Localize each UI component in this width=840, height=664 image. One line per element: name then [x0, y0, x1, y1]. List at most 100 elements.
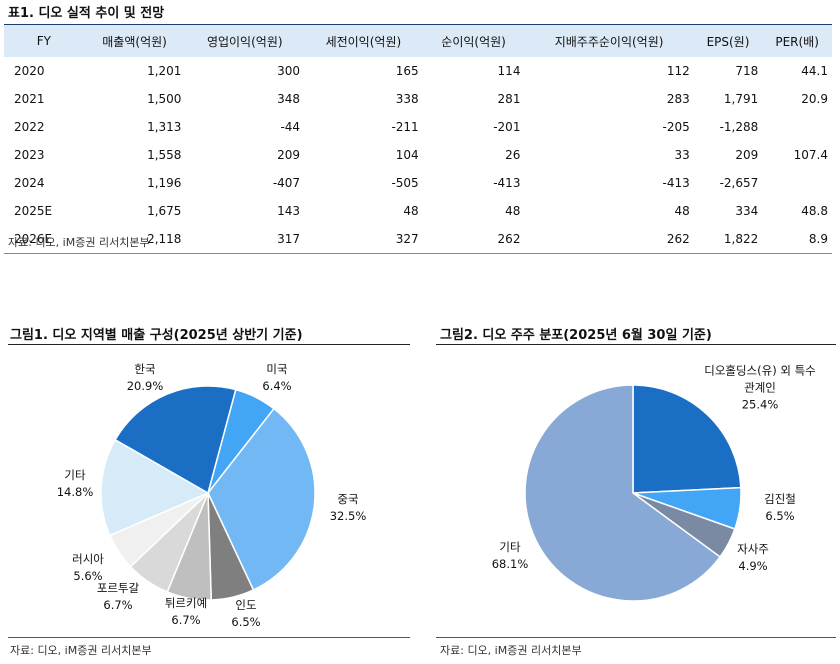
cell: -44: [280, 120, 301, 134]
cell: 44.1: [801, 64, 828, 78]
table: FY 매출액(억원) 영업이익(억원) 세전이익(억원) 순이익(억원) 지배주주순이익(…: [4, 24, 832, 254]
cell: 8.9: [762, 225, 832, 254]
value-label: 20.9%: [126, 379, 164, 393]
row: 2021 1,500 348 338 281 283 1,791 20.9: [4, 85, 832, 113]
header-cell: PER(배): [762, 24, 832, 57]
pie-slice: [524, 384, 722, 602]
category-label: 러시아: [72, 552, 104, 566]
slice-label: 기타 68.1%: [492, 539, 529, 573]
category-label: 디오홀딩스(유) 외 특수관계인: [704, 363, 816, 395]
cell: -205: [662, 120, 690, 134]
cell: 1,675: [147, 204, 182, 218]
value-label: 6.7%: [103, 598, 133, 612]
cell: -1,288: [719, 120, 759, 134]
cell: 1,822: [693, 225, 763, 254]
rule: [436, 637, 836, 638]
slice-label: 중국 32.5%: [330, 491, 367, 525]
cell: 1,196: [147, 176, 182, 190]
cell: 338: [395, 92, 419, 106]
cell: 2026E: [4, 225, 84, 254]
slice-label: 자사주 4.9%: [737, 541, 769, 575]
category-label: 포르투갈: [96, 581, 140, 595]
cell: 327: [304, 225, 423, 254]
header-cell: 순이익(억원): [422, 24, 525, 57]
row: 2024 1,196 -407 -505 -413 -413 -2,657: [4, 169, 832, 197]
slice-label: 인도 6.5%: [231, 597, 260, 631]
cell: 2025E: [14, 204, 53, 218]
source: 자료: 디오, iM증권 리서치본부: [10, 644, 152, 657]
value-label: 32.5%: [329, 509, 367, 523]
cell: 1,500: [147, 92, 182, 106]
value-label: 25.4%: [741, 397, 779, 412]
cell: 48: [403, 204, 419, 218]
slice-label: 포르투갈 6.7%: [97, 580, 139, 614]
value-label: 14.8%: [56, 485, 94, 499]
cell: 48: [505, 204, 521, 218]
slice-label: 튀르키예 6.7%: [165, 595, 207, 629]
slice-label: 김진철 6.5%: [764, 491, 796, 525]
cell: 209: [277, 148, 301, 162]
chart-title: 그림2. 디오 주주 분포(2025년 6월 30일 기준): [440, 328, 712, 343]
category-label: 중국: [337, 492, 359, 506]
cell: 165: [395, 64, 419, 78]
cell: 2021: [14, 92, 45, 106]
cell: 2022: [14, 120, 45, 134]
category-label: 김진철: [764, 492, 796, 506]
slice-label: 미국 6.4%: [262, 361, 291, 395]
slice-label: 기타 14.8%: [57, 467, 94, 501]
category-label: 기타: [499, 540, 521, 554]
cell: 1,201: [147, 64, 182, 78]
value-label: 4.9%: [738, 559, 768, 573]
cell: -2,657: [719, 176, 759, 190]
cell: -413: [662, 176, 690, 190]
cell: 2,118: [83, 225, 186, 254]
cell: 33: [674, 148, 690, 162]
pie-slice: [114, 385, 237, 495]
value-label: 6.4%: [262, 379, 292, 393]
rule: [8, 637, 410, 638]
rule: [436, 344, 836, 345]
cell: 20.9: [801, 92, 828, 106]
source: 자료: 디오, iM증권 리서치본부: [440, 644, 582, 657]
header-cell: FY: [4, 24, 84, 57]
cell: -211: [391, 120, 419, 134]
pie-slice: [207, 407, 316, 591]
category-label: 자사주: [737, 542, 769, 556]
cell: -413: [493, 176, 521, 190]
cell: -407: [272, 176, 301, 190]
cell: 104: [395, 148, 419, 162]
cell: 334: [735, 204, 759, 218]
header-cell: EPS(원): [693, 24, 763, 57]
cell: 48.8: [801, 204, 828, 218]
cell: 107.4: [793, 148, 828, 162]
category-label: 기타: [64, 468, 86, 482]
row: 2026E 2,118 317 327 262 262 1,822 8.9: [4, 225, 832, 254]
table-title: 표1. 디오 실적 추이 및 전망: [8, 6, 165, 21]
cell: 317: [185, 225, 305, 254]
value-label: 5.6%: [73, 569, 103, 583]
cell: 114: [497, 64, 521, 78]
category-label: 미국: [266, 362, 288, 376]
cell: -201: [493, 120, 521, 134]
cell: 209: [735, 148, 759, 162]
row: 2020 1,201 300 165 114 112 718 44.1: [4, 57, 832, 85]
slice-label: 디오홀딩스(유) 외 특수관계인 25.4%: [704, 363, 816, 414]
cell: 300: [277, 64, 301, 78]
cell: 281: [497, 92, 521, 106]
cell: 2024: [14, 176, 45, 190]
cell: 1,791: [723, 92, 759, 106]
value-label: 6.5%: [765, 509, 795, 523]
row: 2025E 1,675 143 48 48 48 334 48.8: [4, 197, 832, 225]
cell: 48: [674, 204, 690, 218]
header-cell: 지배주주순이익(억원): [524, 24, 694, 57]
value-label: 6.5%: [231, 615, 261, 629]
cell: 348: [277, 92, 301, 106]
header-cell: 매출액(억원): [83, 24, 186, 57]
pie-slice: [632, 384, 742, 494]
rule: [8, 344, 410, 345]
source: 자료: 디오, iM증권 리서치본부: [8, 236, 150, 249]
pie-slice: [100, 438, 210, 537]
cell: -505: [391, 176, 419, 190]
